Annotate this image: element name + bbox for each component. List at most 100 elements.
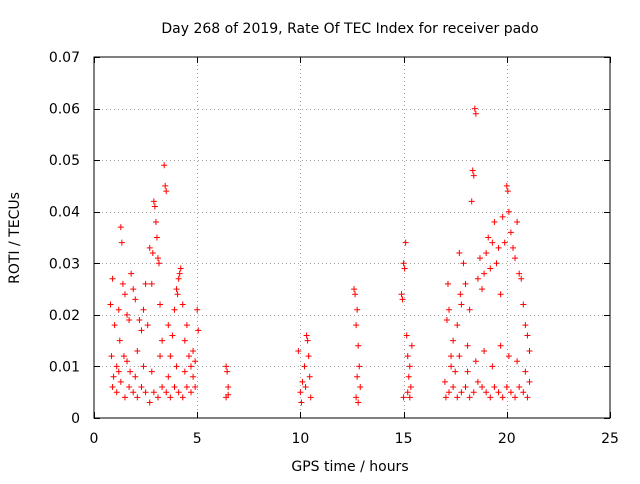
data-point	[403, 332, 410, 339]
data-point	[306, 373, 313, 380]
data-point	[109, 384, 116, 391]
data-point	[400, 260, 407, 267]
data-point	[458, 389, 465, 396]
data-point	[154, 255, 161, 262]
data-point	[522, 322, 529, 329]
data-point	[301, 363, 308, 370]
data-point	[470, 172, 477, 179]
data-point	[181, 368, 188, 375]
chart-title: Day 268 of 2019, Rate Of TEC Index for r…	[161, 21, 538, 37]
data-point	[458, 301, 465, 308]
data-point	[126, 317, 133, 324]
data-point	[446, 389, 453, 396]
data-point	[159, 337, 166, 344]
data-point	[134, 394, 141, 401]
data-point	[149, 249, 156, 256]
data-point	[399, 296, 406, 303]
data-point	[223, 363, 230, 370]
data-point	[116, 337, 123, 344]
y-tick-label: 0.04	[49, 205, 80, 221]
data-point	[130, 389, 137, 396]
data-point	[153, 234, 160, 241]
data-point	[173, 363, 180, 370]
data-point	[173, 286, 180, 293]
data-point	[142, 389, 149, 396]
data-point	[108, 353, 115, 360]
data-point	[400, 394, 407, 401]
data-point	[485, 234, 492, 241]
data-point	[190, 373, 197, 380]
data-point	[144, 322, 151, 329]
data-point	[474, 378, 481, 385]
data-point	[167, 394, 174, 401]
grid-layer	[94, 57, 610, 418]
data-point	[163, 389, 170, 396]
data-point	[512, 394, 519, 401]
data-point	[509, 244, 516, 251]
data-point	[489, 363, 496, 370]
data-point	[520, 389, 527, 396]
data-point	[514, 219, 521, 226]
data-point	[185, 353, 192, 360]
data-point	[119, 280, 126, 287]
data-point	[136, 317, 143, 324]
data-point	[132, 373, 139, 380]
data-point	[177, 265, 184, 272]
data-point	[442, 394, 449, 401]
data-point	[464, 368, 471, 375]
data-point	[499, 394, 506, 401]
data-point	[159, 384, 166, 391]
data-point	[406, 394, 413, 401]
data-point	[142, 280, 149, 287]
data-point	[493, 260, 500, 267]
data-point	[441, 378, 448, 385]
data-point	[462, 384, 469, 391]
data-point	[171, 306, 178, 313]
x-tick-label: 5	[193, 431, 202, 447]
data-point	[406, 363, 413, 370]
data-point	[165, 322, 172, 329]
data-point	[299, 378, 306, 385]
data-point	[175, 389, 182, 396]
data-point	[128, 270, 135, 277]
data-point	[107, 301, 114, 308]
data-point	[225, 391, 232, 398]
data-point	[357, 384, 364, 391]
data-point	[120, 353, 127, 360]
data-point	[448, 363, 455, 370]
data-point	[444, 280, 451, 287]
data-point	[354, 373, 361, 380]
data-point	[156, 260, 163, 267]
data-point	[150, 389, 157, 396]
data-point	[353, 322, 360, 329]
data-point	[526, 347, 533, 354]
y-tick-label: 0	[71, 411, 80, 427]
data-point	[130, 286, 137, 293]
data-point	[516, 384, 523, 391]
data-point	[162, 182, 169, 189]
data-point	[450, 384, 457, 391]
data-point	[446, 306, 453, 313]
data-point	[479, 286, 486, 293]
y-tick-label: 0.02	[49, 308, 80, 324]
x-tick-label: 0	[90, 431, 99, 447]
data-point	[304, 337, 311, 344]
data-point	[175, 275, 182, 282]
data-point	[504, 188, 511, 195]
data-point	[183, 384, 190, 391]
data-point	[495, 244, 502, 251]
data-point	[124, 358, 131, 365]
y-tick-label: 0.03	[49, 256, 80, 272]
data-point	[466, 306, 473, 313]
data-point	[354, 306, 361, 313]
data-point	[469, 167, 476, 174]
data-point	[355, 399, 362, 406]
data-point	[118, 239, 125, 246]
data-point	[468, 198, 475, 205]
data-point	[126, 384, 133, 391]
data-point	[466, 394, 473, 401]
x-axis-label: GPS time / hours	[291, 459, 408, 475]
plot-frame	[93, 56, 611, 419]
data-point	[505, 353, 512, 360]
